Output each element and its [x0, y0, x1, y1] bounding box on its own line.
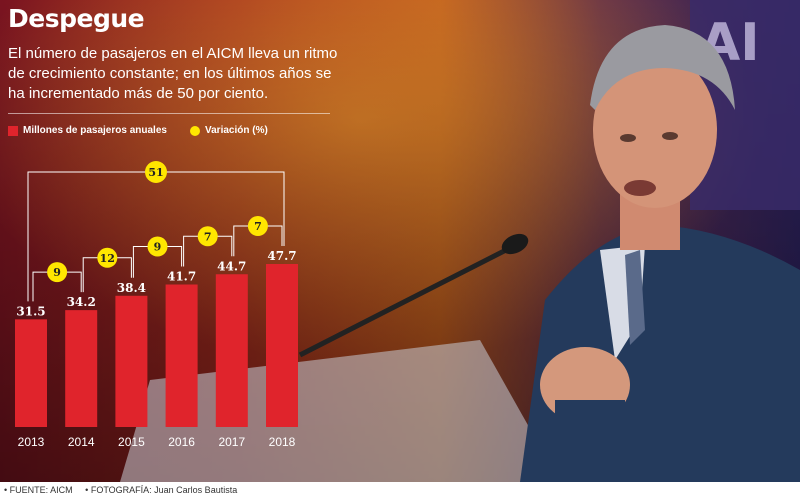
- category-label-2018: 2018: [269, 435, 296, 449]
- variation-bubble-2017-2018: [247, 216, 268, 236]
- variation-bubble-2014-2015: [97, 247, 118, 268]
- bar-2017: [215, 274, 248, 427]
- variation-label-2017-2018: 7: [254, 220, 262, 233]
- legend-bars: Millones de pasajeros anuales: [8, 125, 167, 136]
- background-photo: AI: [0, 0, 800, 482]
- chart-subtitle: El número de pasajeros en el AICM lleva …: [8, 45, 338, 102]
- divider: [8, 113, 330, 114]
- bar-2014: [65, 310, 98, 427]
- legend-variation: Variación (%): [190, 125, 268, 136]
- speaker-photo: AI: [0, 0, 800, 482]
- legend-bar-swatch: [8, 125, 18, 136]
- variation-label-2013-2014: 9: [53, 266, 61, 279]
- bar-chart: 31.5 2013 34.2 2014 38.4 2015 41.7 2016 44.7 2017…: [15, 161, 298, 449]
- bar-2013: [15, 319, 47, 427]
- variation-bubble-2015-2016: [147, 236, 168, 257]
- value-label-2013: 31.5: [16, 304, 45, 318]
- total-variation-label: 51: [148, 166, 163, 179]
- category-label-2013: 2013: [18, 435, 45, 449]
- page-title: Despegue: [8, 4, 145, 33]
- category-label-2016: 2016: [168, 435, 195, 449]
- legend-bars-label: Millones de pasajeros anuales: [23, 125, 167, 136]
- photo-credit: • FOTOGRAFÍA: Juan Carlos Bautista: [85, 485, 238, 495]
- bar-2018: [266, 264, 298, 427]
- legend-variation-label: Variación (%): [205, 125, 268, 136]
- bar-2016: [165, 284, 198, 427]
- category-label-2014: 2014: [68, 435, 95, 449]
- value-label-2018: 47.7: [267, 249, 296, 263]
- variation-label-2016-2017: 7: [204, 230, 212, 243]
- footer: • FUENTE: AICM • FOTOGRAFÍA: Juan Carlos…: [0, 482, 800, 498]
- value-label-2017: 44.7: [217, 259, 246, 273]
- value-label-2016: 41.7: [167, 270, 196, 284]
- category-label-2017: 2017: [218, 435, 245, 449]
- total-variation-bubble: [145, 161, 167, 183]
- variation-bubble-2016-2017: [197, 226, 218, 247]
- category-label-2015: 2015: [118, 435, 145, 449]
- variation-label-2014-2015: 12: [100, 252, 115, 265]
- source-credit: • FUENTE: AICM: [4, 485, 73, 495]
- bar-2015: [115, 295, 148, 427]
- variation-bubble-2013-2014: [47, 262, 68, 283]
- variation-label-2015-2016: 9: [154, 241, 162, 254]
- value-label-2015: 38.4: [117, 281, 146, 295]
- value-label-2014: 34.2: [67, 295, 96, 309]
- legend-variation-swatch: [190, 125, 200, 136]
